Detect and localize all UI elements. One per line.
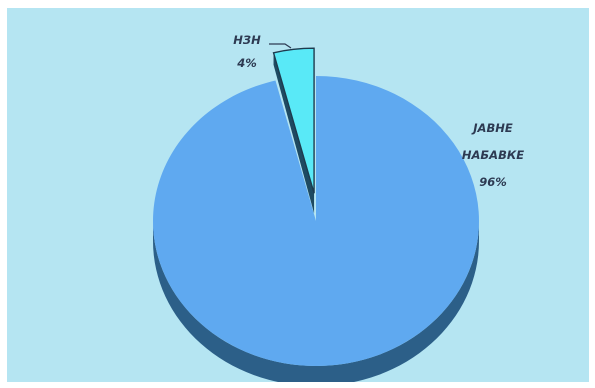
pie-slices	[152, 47, 480, 366]
pie-chart: НЗН 4% ЈАВНЕ НАБАВКЕ 96%	[152, 33, 524, 382]
javne-nabavke-label-line2: НАБАВКЕ	[462, 148, 524, 162]
nzn-leader-line	[269, 43, 292, 49]
javne-nabavke-percent-label: 96%	[479, 175, 507, 189]
nzn-name-label: НЗН	[233, 33, 261, 47]
javne-nabavke-label-line1: ЈАВНЕ	[471, 121, 513, 135]
chart-area: НЗН 4% ЈАВНЕ НАБАВКЕ 96%	[7, 8, 589, 382]
nzn-percent-label: 4%	[236, 56, 257, 70]
nzn-side	[273, 52, 315, 214]
nzn-slice	[272, 47, 315, 194]
javne-nabavke-slice	[152, 76, 480, 366]
pie-3d-sides	[153, 52, 479, 382]
